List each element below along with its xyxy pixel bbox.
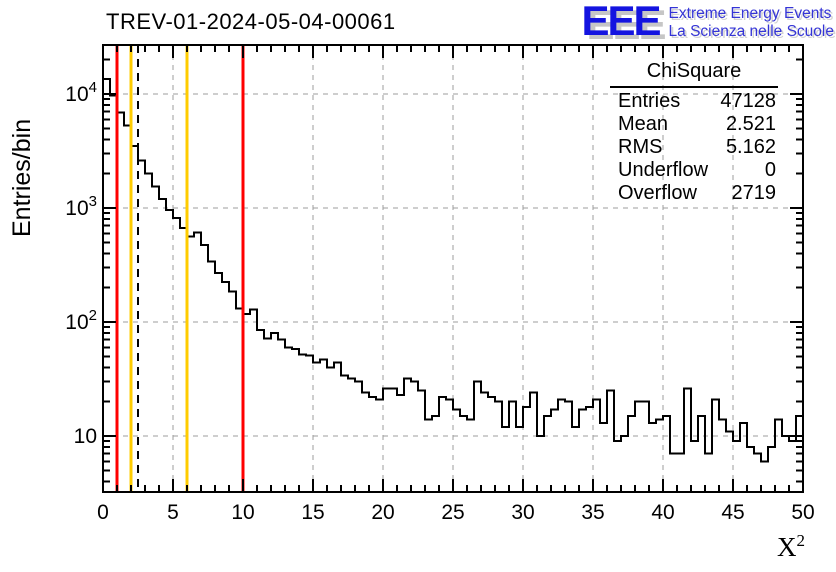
stats-title: ChiSquare bbox=[610, 60, 778, 88]
stats-row: Underflow 0 bbox=[610, 159, 778, 182]
stats-row: Entries 47128 bbox=[610, 90, 778, 113]
y-axis-title: Entries/bin bbox=[8, 118, 36, 237]
x-tick-label: 50 bbox=[791, 501, 814, 524]
histogram-line bbox=[103, 77, 803, 463]
axis-ticks bbox=[102, 45, 804, 492]
y-tick-label: 102 bbox=[65, 307, 97, 334]
x-tick-label: 10 bbox=[231, 501, 254, 524]
stats-rows: Entries 47128 Mean 2.521 RMS 5.162 Under… bbox=[610, 88, 778, 205]
stats-row: Overflow 2719 bbox=[610, 182, 778, 205]
stats-row-value: 47128 bbox=[720, 90, 776, 112]
x-axis-title-base: X bbox=[777, 532, 797, 562]
plot-title: TREV-01-2024-05-04-00061 bbox=[106, 9, 396, 34]
x-axis-title: X2 bbox=[735, 531, 805, 563]
y-tick-label: 103 bbox=[65, 193, 97, 220]
x-tick-label: 15 bbox=[301, 501, 324, 524]
eee-logo-line1: Extreme Energy Events bbox=[668, 5, 832, 22]
stats-row-label: Overflow bbox=[618, 182, 697, 204]
x-tick-label: 0 bbox=[97, 501, 109, 524]
y-tick-label: 10 bbox=[74, 425, 97, 448]
stats-row-value: 2719 bbox=[731, 182, 777, 204]
stats-row-label: Underflow bbox=[618, 159, 709, 181]
stats-row: Mean 2.521 bbox=[610, 113, 778, 136]
x-tick-label: 25 bbox=[441, 501, 464, 524]
frame-rect bbox=[102, 44, 804, 493]
x-tick-label: 35 bbox=[581, 501, 604, 524]
stats-row-value: 5.162 bbox=[725, 136, 776, 158]
stats-box: ChiSquare Entries 47128 Mean 2.521 RMS 5… bbox=[610, 60, 778, 205]
x-tick-label: 40 bbox=[651, 501, 674, 524]
x-tick-label: 45 bbox=[721, 501, 744, 524]
x-tick-label: 20 bbox=[371, 501, 394, 524]
eee-logo: EEE Extreme Energy Events La Scienza nel… bbox=[581, 0, 835, 44]
eee-logo-acronym: EEE bbox=[581, 0, 662, 44]
x-tick-label: 30 bbox=[511, 501, 534, 524]
x-tick-label: 5 bbox=[167, 501, 179, 524]
stats-row-label: Entries bbox=[618, 90, 681, 112]
stats-row-value: 0 bbox=[764, 159, 776, 181]
axis-tick-labels: 0 5 10 15 20 25 30 35 40 45 50 10 102 103 104 bbox=[65, 79, 814, 524]
stats-row: RMS 5.162 bbox=[610, 136, 778, 159]
eee-logo-line2: La Scienza nelle Scuole bbox=[668, 23, 834, 40]
stats-row-label: Mean bbox=[618, 113, 669, 135]
x-axis-title-exponent: 2 bbox=[796, 531, 806, 550]
plot-frame bbox=[102, 44, 804, 493]
y-tick-label: 104 bbox=[65, 79, 97, 106]
stats-row-label: RMS bbox=[618, 136, 663, 158]
stats-row-value: 2.521 bbox=[725, 113, 776, 135]
eee-logo-text: Extreme Energy Events La Scienza nelle S… bbox=[669, 5, 834, 41]
histogram bbox=[103, 77, 803, 463]
marker-lines bbox=[115, 45, 245, 492]
